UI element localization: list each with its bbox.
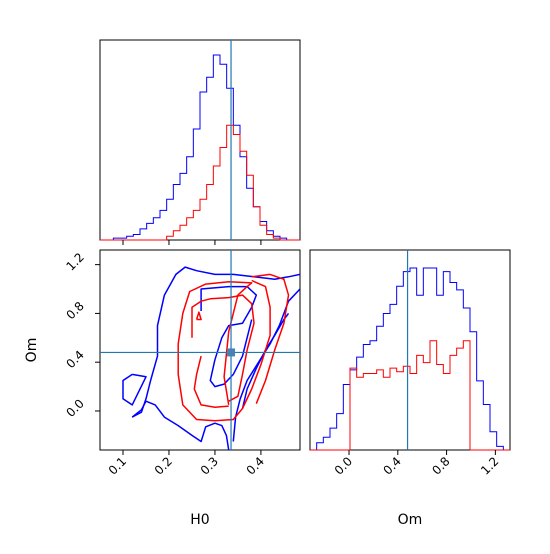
om-x-tick-label-1: 0.4 [381, 454, 404, 477]
tick-group: 0.1 0.2 0.3 0.4 0.0 0.0 0.4 0.4 0.8 0.8 1.2 1.2 [63, 240, 501, 478]
contour-blue-3 [122, 373, 147, 406]
contour-blue-1 [232, 288, 300, 442]
joint-contour-frame [99, 249, 301, 451]
om-x-tick-label-0: 0.0 [332, 454, 355, 477]
contour-red-1 [191, 294, 255, 402]
om-histogram-frame [309, 249, 511, 451]
h0-hist-blue-series [100, 54, 300, 241]
contour-red-4 [195, 311, 202, 321]
contour-red-0 [177, 279, 271, 422]
x-axis-label-h0: H0 [190, 512, 209, 528]
contour-red-3 [251, 273, 290, 404]
om-hist-blue-series [310, 267, 510, 451]
om-x-tick-label-2: 0.8 [429, 454, 452, 477]
om-x-tick-label-3: 1.2 [478, 454, 501, 477]
om-y-tick-label-0: 0.0 [63, 396, 86, 419]
truth-marker [227, 348, 236, 357]
x-axis-label-om: Om [398, 512, 423, 528]
h0-hist-red-series [100, 124, 300, 241]
h0-x-tick-label-2: 0.3 [198, 454, 221, 477]
y-axis-label-om: Om [24, 338, 40, 363]
contour-blue-4 [200, 285, 258, 388]
h0-histogram-frame [99, 39, 301, 241]
h0-x-tick-label-3: 0.4 [244, 454, 267, 477]
om-histogram [310, 250, 510, 451]
h0-x-tick-label-1: 0.2 [152, 454, 175, 477]
om-y-tick-label-3: 1.2 [63, 250, 86, 273]
contour-blue-0 [131, 266, 300, 418]
joint-contour-panel [100, 250, 300, 450]
om-y-tick-label-2: 0.8 [63, 299, 86, 322]
h0-x-tick-label-0: 0.1 [106, 454, 129, 477]
om-hist-red-series [310, 340, 510, 451]
h0-histogram [100, 40, 300, 241]
contour-red-2 [193, 355, 229, 409]
om-y-tick-label-1: 0.4 [63, 348, 86, 371]
contour-blue-2 [131, 400, 230, 450]
